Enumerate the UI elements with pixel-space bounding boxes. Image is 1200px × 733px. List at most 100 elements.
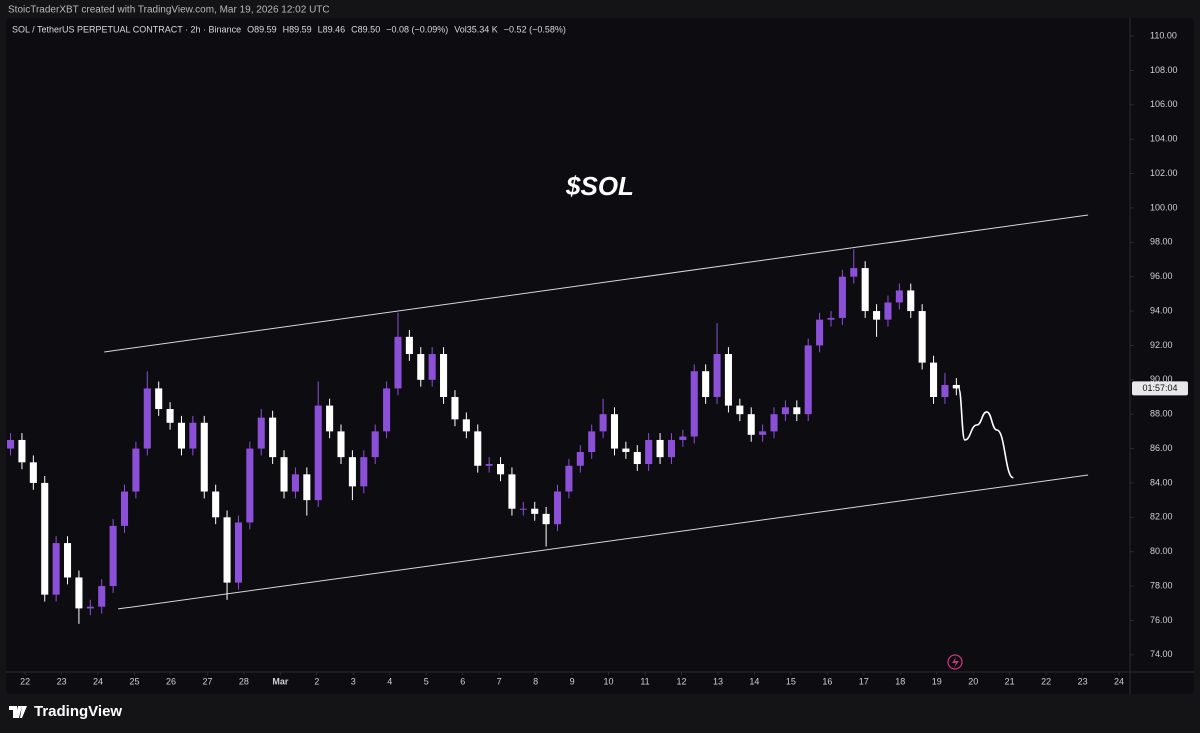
y-tick-label: 100.00 bbox=[1150, 202, 1178, 212]
candle-body bbox=[18, 439, 26, 463]
y-tick-label: 90.00 bbox=[1150, 374, 1173, 384]
candle bbox=[599, 398, 607, 439]
x-tick-label: 26 bbox=[166, 676, 176, 686]
x-tick-label: 23 bbox=[57, 676, 67, 686]
candle bbox=[166, 402, 174, 430]
countdown-label: 01:57:04 bbox=[1142, 383, 1177, 393]
candle-body bbox=[804, 345, 812, 415]
candle bbox=[29, 455, 37, 490]
candle bbox=[542, 506, 550, 547]
candle-body bbox=[200, 422, 208, 492]
candle bbox=[348, 450, 356, 501]
candle-body bbox=[120, 491, 129, 526]
candle-body bbox=[98, 586, 106, 607]
y-tick-label: 82.00 bbox=[1150, 512, 1173, 522]
countdown-tag bbox=[1132, 381, 1188, 396]
candle bbox=[291, 467, 299, 499]
candle bbox=[565, 458, 573, 499]
candle bbox=[667, 433, 675, 465]
candle-body bbox=[702, 371, 710, 397]
y-tick-label: 92.00 bbox=[1150, 340, 1173, 350]
candle-body bbox=[542, 513, 550, 525]
y-tick-label: 88.00 bbox=[1150, 409, 1173, 419]
candle bbox=[98, 579, 106, 614]
brand-logo bbox=[9, 706, 27, 718]
candle-body bbox=[793, 407, 801, 415]
x-tick-label: 22 bbox=[20, 676, 30, 686]
candle-body bbox=[816, 319, 824, 346]
candle bbox=[303, 467, 311, 516]
alert-icon[interactable] bbox=[947, 654, 963, 670]
candle-body bbox=[348, 457, 356, 487]
candle bbox=[622, 441, 630, 459]
ohlc-stat: −0.52 (−0.58%) bbox=[504, 24, 566, 34]
candle-body bbox=[75, 577, 83, 609]
x-tick-label: 24 bbox=[1114, 676, 1124, 686]
candle bbox=[952, 378, 960, 396]
candle bbox=[75, 570, 83, 624]
x-tick-label: 9 bbox=[570, 676, 575, 686]
candle bbox=[52, 536, 60, 602]
candle bbox=[656, 433, 664, 465]
candle-body bbox=[223, 517, 231, 583]
candle-body bbox=[747, 414, 755, 435]
y-tick-label: 94.00 bbox=[1150, 305, 1173, 315]
candle-body bbox=[132, 448, 140, 492]
trend-line bbox=[104, 214, 1089, 353]
x-tick-label: 5 bbox=[424, 676, 429, 686]
x-tick-label: 27 bbox=[202, 676, 212, 686]
candle-body bbox=[462, 419, 470, 432]
candle-body bbox=[428, 354, 436, 380]
chart-panel bbox=[6, 18, 1194, 694]
candle-body bbox=[941, 384, 949, 397]
candle bbox=[200, 415, 208, 499]
candle-body bbox=[41, 482, 49, 595]
candle-body bbox=[337, 431, 345, 458]
candle bbox=[497, 457, 505, 482]
candle-body bbox=[656, 439, 664, 458]
candle bbox=[485, 457, 493, 473]
candle-body bbox=[257, 417, 265, 449]
candle-body bbox=[622, 448, 630, 452]
chart-title: $SOL bbox=[565, 171, 634, 201]
candle-body bbox=[291, 474, 299, 492]
candle-body bbox=[63, 543, 72, 578]
candle bbox=[394, 312, 402, 396]
x-tick-label: 16 bbox=[822, 676, 832, 686]
candle bbox=[474, 424, 482, 473]
candle bbox=[41, 476, 49, 602]
candle bbox=[531, 501, 539, 521]
candle bbox=[690, 364, 698, 444]
candle-body bbox=[508, 474, 516, 509]
x-tick-label: 4 bbox=[387, 676, 392, 686]
ohlc-stat: O89.59 bbox=[247, 24, 277, 34]
candle bbox=[713, 323, 721, 404]
x-tick-label: 6 bbox=[460, 676, 465, 686]
plot-area bbox=[7, 214, 1089, 624]
candle-body bbox=[850, 268, 858, 277]
candle bbox=[724, 347, 732, 413]
candle-body bbox=[736, 405, 744, 415]
y-tick-label: 108.00 bbox=[1150, 65, 1178, 75]
x-tick-label: 18 bbox=[895, 676, 905, 686]
candle-body bbox=[565, 465, 573, 492]
y-tick-label: 86.00 bbox=[1150, 443, 1173, 453]
symbol: SOL / TetherUS PERPETUAL CONTRACT · 2h ·… bbox=[12, 24, 241, 34]
candle bbox=[155, 381, 163, 416]
candle bbox=[519, 501, 527, 516]
candle bbox=[553, 484, 562, 532]
candle bbox=[827, 311, 835, 327]
candle-body bbox=[553, 491, 562, 525]
trend-line bbox=[118, 474, 1089, 610]
candle bbox=[234, 515, 242, 590]
candle-body bbox=[485, 464, 493, 466]
candle-body bbox=[497, 464, 505, 475]
y-tick-label: 104.00 bbox=[1150, 134, 1178, 144]
candle bbox=[109, 519, 117, 593]
y-tick-label: 78.00 bbox=[1150, 580, 1173, 590]
x-tick-label: Mar bbox=[272, 676, 289, 686]
candle bbox=[907, 283, 915, 318]
ohlc-stat: H89.59 bbox=[283, 24, 312, 34]
candle bbox=[63, 536, 72, 585]
